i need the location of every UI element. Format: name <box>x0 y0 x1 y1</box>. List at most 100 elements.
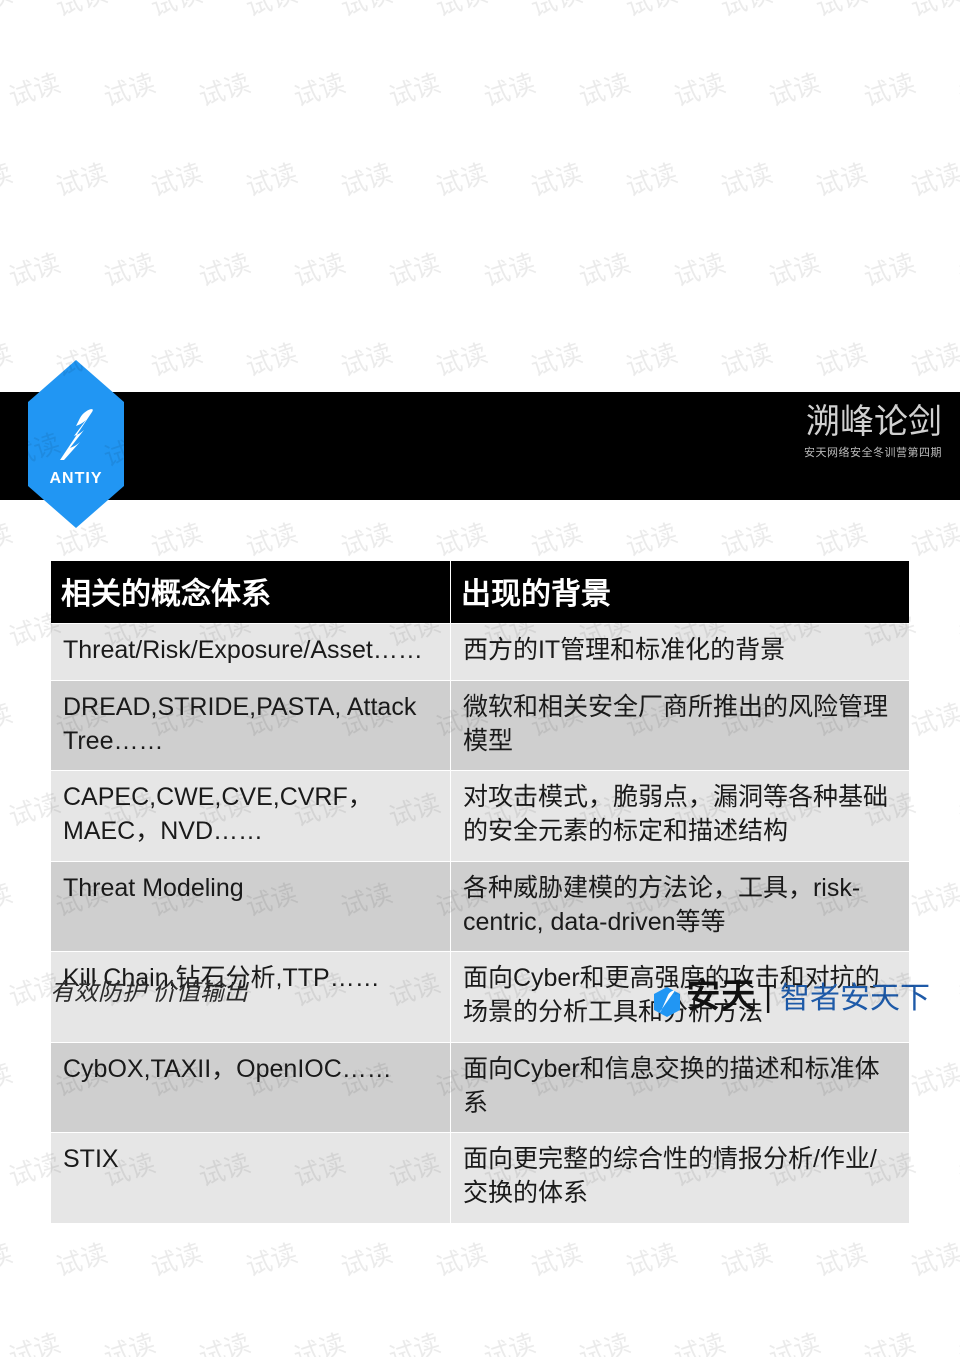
watermark-text: 试读 <box>51 1233 112 1284</box>
feather-icon <box>52 404 100 464</box>
watermark-text: 试读 <box>479 1323 540 1357</box>
table-header-cell: 出现的背景 <box>450 561 909 624</box>
brand-label: ANTIY <box>28 470 124 488</box>
watermark-text: 试读 <box>384 243 445 294</box>
table-cell: CAPEC,CWE,CVE,CVRF，MAEC，NVD…… <box>51 771 451 862</box>
watermark-text: 试读 <box>289 243 350 294</box>
watermark-text: 试读 <box>954 1323 960 1357</box>
watermark-text: 试读 <box>241 153 302 204</box>
table-cell: 对攻击模式，脆弱点，漏洞等各种基础的安全元素的标定和描述结构 <box>450 771 909 862</box>
watermark-text: 试读 <box>384 63 445 114</box>
watermark-text: 试读 <box>51 0 112 24</box>
table-cell: 微软和相关安全厂商所推出的风险管理模型 <box>450 680 909 771</box>
watermark-text: 试读 <box>289 1323 350 1357</box>
watermark-text: 试读 <box>4 1323 65 1357</box>
watermark-text: 试读 <box>669 63 730 114</box>
concepts-table: 相关的概念体系 出现的背景 Threat/Risk/Exposure/Asset… <box>50 560 910 1224</box>
watermark-text: 试读 <box>194 1323 255 1357</box>
table-header-row: 相关的概念体系 出现的背景 <box>51 561 910 624</box>
footer-brand-main: 安天 <box>686 968 756 1017</box>
watermark-text: 试读 <box>526 153 587 204</box>
watermark-text: 试读 <box>289 63 350 114</box>
watermark-text: 试读 <box>716 1233 777 1284</box>
watermark-text: 试读 <box>574 63 635 114</box>
watermark-text: 试读 <box>906 1233 960 1284</box>
watermark-text: 试读 <box>811 153 872 204</box>
watermark-text: 试读 <box>479 63 540 114</box>
header-right-block: 溯峰论剑 安天网络安全冬训营第四期 <box>802 406 942 480</box>
watermark-text: 试读 <box>716 0 777 24</box>
watermark-text: 试读 <box>621 1233 682 1284</box>
watermark-text: 试读 <box>906 1053 960 1104</box>
watermark-text: 试读 <box>764 243 825 294</box>
header-calligraphy: 溯峰论剑 <box>802 406 942 440</box>
watermark-text: 试读 <box>716 153 777 204</box>
watermark-text: 试读 <box>0 1233 16 1284</box>
table-row: STIX面向更完整的综合性的情报分析/作业/交换的体系 <box>51 1133 910 1224</box>
table-row: DREAD,STRIDE,PASTA, Attack Tree……微软和相关安全… <box>51 680 910 771</box>
table-cell: 面向Cyber和信息交换的描述和标准体系 <box>450 1042 909 1133</box>
watermark-text: 试读 <box>526 0 587 24</box>
table-header-cell: 相关的概念体系 <box>51 561 451 624</box>
table-row: Threat/Risk/Exposure/Asset……西方的IT管理和标准化的… <box>51 624 910 681</box>
feather-mini-icon <box>654 987 680 1017</box>
watermark-text: 试读 <box>0 153 16 204</box>
watermark-text: 试读 <box>954 1143 960 1194</box>
footer-brand: 安天 | 智者安天下 <box>654 968 930 1017</box>
watermark-text: 试读 <box>336 1233 397 1284</box>
watermark-text: 试读 <box>669 243 730 294</box>
footer-brand-tag: 智者安天下 <box>780 973 930 1017</box>
watermark-text: 试读 <box>764 1323 825 1357</box>
table-cell: 西方的IT管理和标准化的背景 <box>450 624 909 681</box>
watermark-text: 试读 <box>194 243 255 294</box>
watermark-text: 试读 <box>431 153 492 204</box>
watermark-text: 试读 <box>621 0 682 24</box>
watermark-text: 试读 <box>574 243 635 294</box>
table-cell: DREAD,STRIDE,PASTA, Attack Tree…… <box>51 680 451 771</box>
watermark-text: 试读 <box>336 0 397 24</box>
table-cell: Threat Modeling <box>51 861 451 952</box>
watermark-text: 试读 <box>51 153 112 204</box>
watermark-text: 试读 <box>859 243 920 294</box>
watermark-text: 试读 <box>194 63 255 114</box>
watermark-text: 试读 <box>811 0 872 24</box>
table-row: Threat Modeling各种威胁建模的方法论，工具，risk-centri… <box>51 861 910 952</box>
table-cell: Threat/Risk/Exposure/Asset…… <box>51 624 451 681</box>
watermark-text: 试读 <box>241 0 302 24</box>
watermark-text: 试读 <box>621 153 682 204</box>
watermark-text: 试读 <box>336 153 397 204</box>
watermark-text: 试读 <box>479 243 540 294</box>
watermark-text: 试读 <box>99 1323 160 1357</box>
watermark-text: 试读 <box>384 1323 445 1357</box>
watermark-text: 试读 <box>99 243 160 294</box>
watermark-text: 试读 <box>764 63 825 114</box>
watermark-text: 试读 <box>859 63 920 114</box>
watermark-text: 试读 <box>669 1323 730 1357</box>
table-cell: CybOX,TAXII，OpenIOC…… <box>51 1042 451 1133</box>
watermark-text: 试读 <box>431 1233 492 1284</box>
watermark-text: 试读 <box>906 153 960 204</box>
watermark-text: 试读 <box>0 1053 16 1104</box>
footer-brand-separator: | <box>762 981 774 1017</box>
watermark-text: 试读 <box>811 1233 872 1284</box>
watermark-text: 试读 <box>99 63 160 114</box>
watermark-text: 试读 <box>431 0 492 24</box>
slide: ANTIY 溯峰论剑 安天网络安全冬训营第四期 相关的概念体系 出现的背景 Th… <box>0 320 960 1037</box>
watermark-text: 试读 <box>0 0 16 24</box>
table-cell: 各种威胁建模的方法论，工具，risk-centric, data-driven等… <box>450 861 909 952</box>
watermark-text: 试读 <box>146 0 207 24</box>
watermark-text: 试读 <box>574 1323 635 1357</box>
watermark-text: 试读 <box>954 63 960 114</box>
watermark-text: 试读 <box>4 63 65 114</box>
table-row: CybOX,TAXII，OpenIOC……面向Cyber和信息交换的描述和标准体… <box>51 1042 910 1133</box>
watermark-text: 试读 <box>146 153 207 204</box>
table-cell: 面向更完整的综合性的情报分析/作业/交换的体系 <box>450 1133 909 1224</box>
watermark-text: 试读 <box>4 243 65 294</box>
table-row: CAPEC,CWE,CVE,CVRF，MAEC，NVD……对攻击模式，脆弱点，漏… <box>51 771 910 862</box>
watermark-text: 试读 <box>954 243 960 294</box>
brand-logo: ANTIY <box>28 360 124 528</box>
watermark-text: 试读 <box>526 1233 587 1284</box>
watermark-text: 试读 <box>859 1323 920 1357</box>
table-cell: STIX <box>51 1133 451 1224</box>
footer-slogan: 有效防护 价值输出 <box>50 972 248 1007</box>
